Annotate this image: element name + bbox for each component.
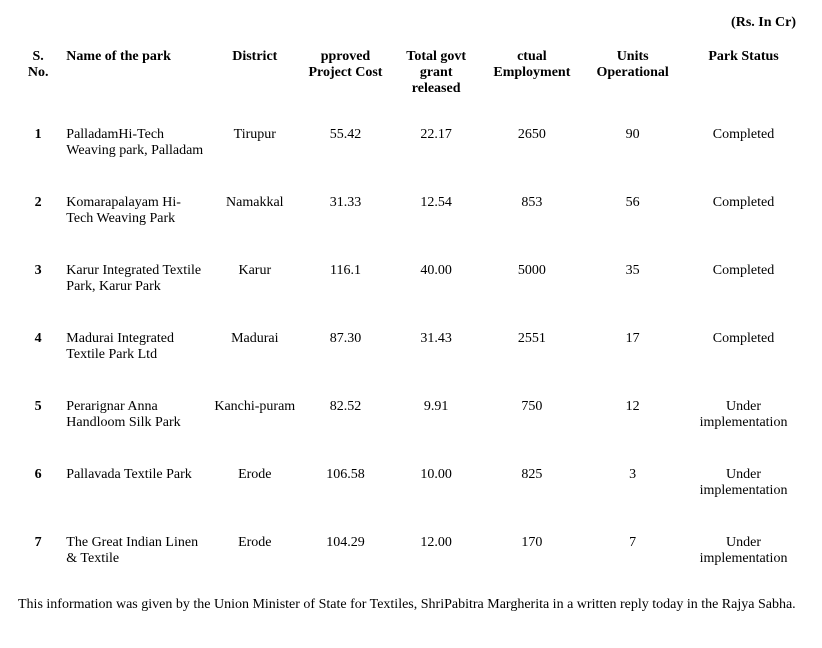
cell-name: PalladamHi-Tech Weaving park, Palladam bbox=[58, 117, 209, 185]
cell-cost: 87.30 bbox=[300, 321, 391, 389]
cell-status: Completed bbox=[683, 253, 804, 321]
col-header-district: District bbox=[209, 43, 300, 117]
cell-name: Pallavada Textile Park bbox=[58, 457, 209, 525]
cell-district: Kanchi-puram bbox=[209, 389, 300, 457]
table-row: 2 Komarapalayam Hi-Tech Weaving Park Nam… bbox=[18, 185, 804, 253]
cell-status: Under implementation bbox=[683, 389, 804, 457]
cell-cost: 106.58 bbox=[300, 457, 391, 525]
col-header-status: Park Status bbox=[683, 43, 804, 117]
cell-emp: 853 bbox=[482, 185, 583, 253]
cell-cost: 31.33 bbox=[300, 185, 391, 253]
cell-grant: 12.54 bbox=[391, 185, 482, 253]
cell-grant: 9.91 bbox=[391, 389, 482, 457]
cell-district: Karur bbox=[209, 253, 300, 321]
cell-district: Erode bbox=[209, 525, 300, 593]
cell-emp: 2551 bbox=[482, 321, 583, 389]
footer-note: This information was given by the Union … bbox=[18, 597, 804, 613]
cell-status: Under implementation bbox=[683, 457, 804, 525]
cell-emp: 170 bbox=[482, 525, 583, 593]
cell-cost: 82.52 bbox=[300, 389, 391, 457]
cell-name: Komarapalayam Hi-Tech Weaving Park bbox=[58, 185, 209, 253]
cell-units: 56 bbox=[582, 185, 683, 253]
cell-status: Completed bbox=[683, 321, 804, 389]
cell-units: 35 bbox=[582, 253, 683, 321]
cell-grant: 40.00 bbox=[391, 253, 482, 321]
col-header-units: Units Operational bbox=[582, 43, 683, 117]
col-header-name: Name of the park bbox=[58, 43, 209, 117]
cell-emp: 750 bbox=[482, 389, 583, 457]
cell-sno: 4 bbox=[18, 321, 58, 389]
cell-emp: 5000 bbox=[482, 253, 583, 321]
cell-units: 12 bbox=[582, 389, 683, 457]
table-row: 6 Pallavada Textile Park Erode 106.58 10… bbox=[18, 457, 804, 525]
cell-grant: 12.00 bbox=[391, 525, 482, 593]
cell-units: 3 bbox=[582, 457, 683, 525]
cell-sno: 1 bbox=[18, 117, 58, 185]
cell-status: Under implementation bbox=[683, 525, 804, 593]
cell-district: Tirupur bbox=[209, 117, 300, 185]
cell-sno: 6 bbox=[18, 457, 58, 525]
cell-name: Perarignar Anna Handloom Silk Park bbox=[58, 389, 209, 457]
table-row: 3 Karur Integrated Textile Park, Karur P… bbox=[18, 253, 804, 321]
cell-cost: 116.1 bbox=[300, 253, 391, 321]
col-header-emp: ctual Employment bbox=[482, 43, 583, 117]
cell-cost: 55.42 bbox=[300, 117, 391, 185]
table-header-row: S. No. Name of the park District pproved… bbox=[18, 43, 804, 117]
cell-units: 7 bbox=[582, 525, 683, 593]
cell-units: 17 bbox=[582, 321, 683, 389]
table-row: 5 Perarignar Anna Handloom Silk Park Kan… bbox=[18, 389, 804, 457]
table-row: 7 The Great Indian Linen & Textile Erode… bbox=[18, 525, 804, 593]
cell-sno: 7 bbox=[18, 525, 58, 593]
cell-emp: 825 bbox=[482, 457, 583, 525]
col-header-sno: S. No. bbox=[18, 43, 58, 117]
cell-name: Karur Integrated Textile Park, Karur Par… bbox=[58, 253, 209, 321]
cell-name: The Great Indian Linen & Textile bbox=[58, 525, 209, 593]
cell-sno: 5 bbox=[18, 389, 58, 457]
cell-grant: 31.43 bbox=[391, 321, 482, 389]
cell-grant: 10.00 bbox=[391, 457, 482, 525]
table-row: 4 Madurai Integrated Textile Park Ltd Ma… bbox=[18, 321, 804, 389]
cell-units: 90 bbox=[582, 117, 683, 185]
cell-cost: 104.29 bbox=[300, 525, 391, 593]
cell-name: Madurai Integrated Textile Park Ltd bbox=[58, 321, 209, 389]
cell-district: Namakkal bbox=[209, 185, 300, 253]
table-row: 1 PalladamHi-Tech Weaving park, Palladam… bbox=[18, 117, 804, 185]
cell-emp: 2650 bbox=[482, 117, 583, 185]
cell-grant: 22.17 bbox=[391, 117, 482, 185]
unit-note: (Rs. In Cr) bbox=[18, 15, 804, 31]
col-header-cost: pproved Project Cost bbox=[300, 43, 391, 117]
parks-table: S. No. Name of the park District pproved… bbox=[18, 43, 804, 593]
cell-sno: 2 bbox=[18, 185, 58, 253]
cell-status: Completed bbox=[683, 117, 804, 185]
col-header-grant: Total govt grant released bbox=[391, 43, 482, 117]
cell-district: Madurai bbox=[209, 321, 300, 389]
cell-status: Completed bbox=[683, 185, 804, 253]
cell-district: Erode bbox=[209, 457, 300, 525]
cell-sno: 3 bbox=[18, 253, 58, 321]
